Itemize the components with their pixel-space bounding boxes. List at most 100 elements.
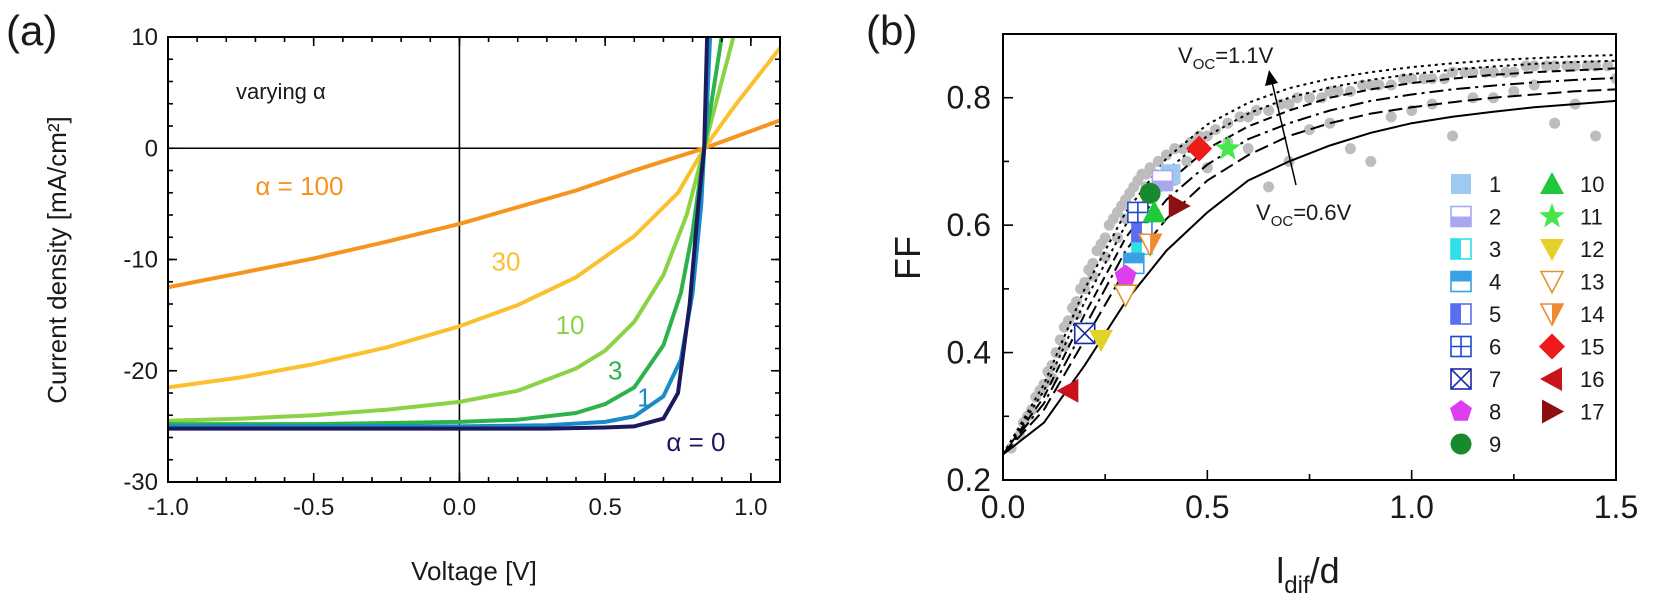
panel-b-x-axis-title-sub: dif <box>1284 572 1310 599</box>
legend-marker-16 <box>1540 367 1562 391</box>
legend-marker-14 <box>1539 303 1565 327</box>
gray-data-point <box>1528 60 1540 72</box>
b-x-tick-label: 1.0 <box>1389 489 1433 525</box>
gray-data-point <box>1365 155 1377 167</box>
legend-label: 15 <box>1580 335 1604 360</box>
sample-marker-2 <box>1151 169 1174 192</box>
panel-a-ticks <box>167 36 781 483</box>
legend-label: 9 <box>1489 432 1501 457</box>
a-y-tick-label: -30 <box>123 469 158 496</box>
legend-marker-6 <box>1450 335 1472 358</box>
panel-a-tick-labels: -1.0 -0.5 0.0 0.5 1.0 10 0 -10 -20 -30 <box>123 24 767 521</box>
gray-data-point <box>1222 117 1234 129</box>
gray-data-point <box>1590 130 1602 142</box>
gray-data-point <box>1397 73 1409 85</box>
gray-data-point <box>1283 98 1295 110</box>
gray-data-point <box>1385 79 1397 91</box>
legend-marker-7 <box>1450 368 1472 390</box>
voc-arrow-head <box>1265 70 1278 86</box>
b-x-tick-label: 0.5 <box>1185 489 1229 525</box>
legend-label: 2 <box>1489 205 1501 230</box>
panel-a-annotation: varying α <box>236 79 326 104</box>
b-x-tick-label: 1.5 <box>1594 489 1638 525</box>
gray-data-point <box>1467 66 1479 78</box>
gray-data-point <box>1046 372 1058 384</box>
b-y-tick-label: 0.2 <box>947 462 991 498</box>
gray-data-point <box>1385 111 1397 123</box>
gray-data-point <box>1234 111 1246 123</box>
sample-marker-17 <box>1168 194 1191 219</box>
gray-data-point <box>1426 73 1438 85</box>
voc-top-label: VOC=1.1V <box>1178 43 1274 73</box>
panel-b-x-axis-title: ldif/d <box>1276 550 1339 599</box>
sample-marker-11 <box>1214 135 1241 160</box>
legend-label: 16 <box>1580 367 1604 392</box>
sample-marker-8 <box>1114 264 1137 286</box>
gray-data-point <box>1169 143 1181 155</box>
panel-b-label: (b) <box>866 7 917 54</box>
legend-label: 7 <box>1489 367 1501 392</box>
legend-label: 11 <box>1580 205 1603 230</box>
gray-data-point <box>1071 296 1083 308</box>
panel-a-series-labels: α = 100 30 10 31 α = 0 <box>255 171 725 457</box>
voc-top-prefix: V <box>1178 43 1193 68</box>
legend-label: 17 <box>1580 400 1604 425</box>
legend-label: 8 <box>1489 400 1501 425</box>
a-x-tick-label: -1.0 <box>147 494 188 521</box>
gray-data-point <box>1528 79 1540 91</box>
panel-a-x-axis-title: Voltage [V] <box>411 556 537 586</box>
legend-marker-8 <box>1450 400 1472 421</box>
gray-data-point <box>1046 359 1058 371</box>
legend-label: 12 <box>1580 237 1604 262</box>
gray-data-point <box>1111 232 1123 244</box>
a-y-tick-label: -20 <box>123 358 158 385</box>
panel-a-label: (a) <box>6 7 57 54</box>
legend-marker-10 <box>1540 172 1564 194</box>
legend-marker-9 <box>1450 433 1472 455</box>
legend-label: 13 <box>1580 270 1604 295</box>
gray-data-point <box>1250 104 1262 116</box>
legend-label: 14 <box>1580 302 1604 327</box>
gray-data-point <box>1508 66 1520 78</box>
a-series-label: 1 <box>637 382 651 412</box>
b-x-tick-label: 0.0 <box>981 489 1025 525</box>
a-x-tick-label: 0.0 <box>443 494 476 521</box>
legend-label: 3 <box>1489 237 1501 262</box>
legend-label: 5 <box>1489 302 1501 327</box>
legend-marker-13 <box>1539 270 1565 295</box>
gray-data-point <box>1079 283 1091 295</box>
sample-marker-9 <box>1139 182 1161 204</box>
sample-marker-15 <box>1186 135 1213 162</box>
voc-arrow-line <box>1271 81 1297 186</box>
a-series-label: 30 <box>491 247 520 277</box>
voc-bottom-sub: OC <box>1271 213 1294 230</box>
gray-data-point <box>1549 117 1561 129</box>
iv-curve-series-5 <box>168 37 710 431</box>
gray-data-point <box>1050 347 1062 359</box>
gray-data-point <box>1034 385 1046 397</box>
b-y-tick-label: 0.4 <box>947 335 991 371</box>
sample-marker-12 <box>1089 329 1114 352</box>
gray-data-point <box>1508 85 1520 97</box>
voc-bottom-suffix: =0.6V <box>1293 200 1351 225</box>
sample-marker-13 <box>1113 284 1138 308</box>
panel-a-y-axis-title: Current density [mA/cm²] <box>42 116 72 404</box>
a-y-tick-label: 0 <box>145 135 158 162</box>
panel-b-tick-labels: 0.0 0.5 1.0 1.5 0.2 0.4 0.6 0.8 <box>947 80 1639 525</box>
voc-bottom-label: VOC=0.6V <box>1256 200 1352 230</box>
panel-b-y-axis-title: FF <box>887 236 928 280</box>
ff-model-curve-1 <box>1003 88 1616 456</box>
gray-data-point <box>1160 149 1172 161</box>
gray-data-point <box>1467 92 1479 104</box>
gray-data-point <box>1062 315 1074 327</box>
gray-data-point <box>1099 232 1111 244</box>
iv-curve-series-0 <box>168 118 780 290</box>
sample-marker-16 <box>1056 378 1079 403</box>
gray-data-point <box>1087 257 1099 269</box>
ff-model-curve-3 <box>1003 67 1616 456</box>
legend-label: 6 <box>1489 335 1501 360</box>
a-series-label: α = 0 <box>666 427 725 457</box>
gray-data-point <box>1357 79 1369 91</box>
a-series-label: 3 <box>608 356 622 386</box>
